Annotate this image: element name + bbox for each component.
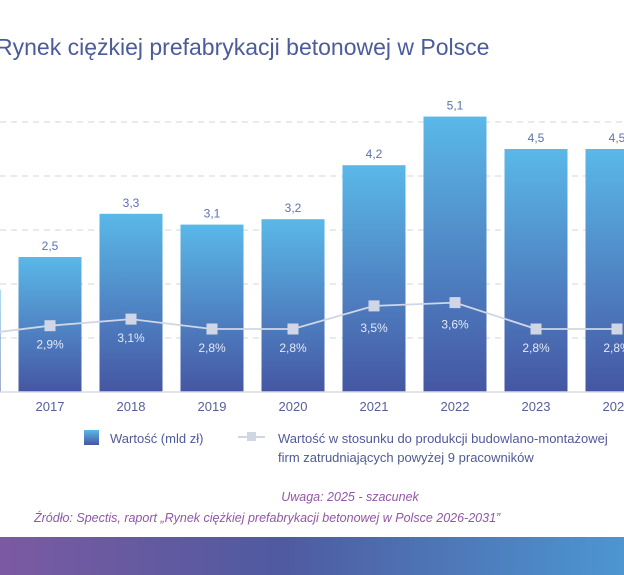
bar [180,224,244,392]
line-value-label: 3,6% [441,318,469,332]
line-value-label: 2,9% [36,338,64,352]
bar-value-label: 5,1 [447,99,464,113]
legend-line-marker [247,432,256,441]
x-tick-label: 2021 [360,399,389,414]
footer-band [0,537,624,575]
line-value-label: 2,8% [522,341,550,355]
line-marker [368,300,380,312]
legend-line-label-2: firm zatrudniających powyżej 9 pracownik… [278,450,534,465]
x-tick-label: 2022 [441,399,470,414]
x-tick-label: 2020 [279,399,308,414]
x-tick-label: 2019 [198,399,227,414]
bar-value-label: 3,1 [204,207,221,221]
note: Uwaga: 2025 - szacunek [281,490,419,504]
source: Źródło: Spectis, raport „Rynek ciężkiej … [33,510,501,525]
line-value-label: 2,8% [198,341,226,355]
legend-bar-label: Wartość (mld zł) [110,431,203,446]
line-marker [287,323,299,335]
line-series [0,297,623,335]
line-marker [125,313,137,325]
bar [0,289,1,392]
bar-value-label: 4,2 [366,147,383,161]
line-marker [611,323,623,335]
x-tick-label: 2024 [603,399,624,414]
bars [0,116,624,392]
x-tick-label: 2023 [522,399,551,414]
bar-value-label: 3,2 [285,201,302,215]
bar [99,213,163,392]
bar-value-label: 4,5 [528,131,545,145]
line-marker [530,323,542,335]
line-value-label: 3,1% [117,331,145,345]
bar [342,165,406,392]
legend: Wartość (mld zł) Wartość w stosunku do p… [84,430,608,465]
labels: 2,5 2,9% 2017 3,3 3,1% 2018 3,1 2,8% 2019 3,2 2,8%… [36,99,624,414]
line-value-label: 2,8% [279,341,307,355]
line-marker [206,323,218,335]
bar-value-label: 3,3 [123,196,140,210]
bar-value-label: 4,5 [609,131,624,145]
bar [504,149,568,392]
bar-value-label: 2,5 [42,239,59,253]
legend-bar-swatch [84,430,99,445]
legend-line-label-1: Wartość w stosunku do produkcji budowlan… [278,431,608,446]
x-tick-label: 2017 [36,399,65,414]
line-marker [449,297,461,309]
bar [261,219,325,392]
line-value-label: 2,8% [603,341,624,355]
bar [423,116,487,392]
line-marker [44,320,56,332]
x-tick-label: 2018 [117,399,146,414]
line-value-label: 3,5% [360,321,388,335]
chart-title: Rynek ciężkiej prefabrykacji betonowej w… [0,34,489,60]
bar [585,149,624,392]
